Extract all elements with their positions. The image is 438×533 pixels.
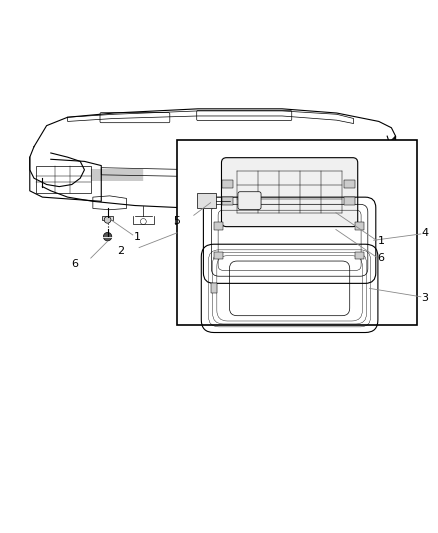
Bar xyxy=(223,197,233,205)
Bar xyxy=(214,222,223,230)
Bar xyxy=(36,166,91,193)
Text: 3: 3 xyxy=(422,293,429,303)
Circle shape xyxy=(104,216,111,223)
Bar xyxy=(197,193,215,208)
Text: 2: 2 xyxy=(117,246,124,255)
Text: 1: 1 xyxy=(134,232,141,242)
Text: 4: 4 xyxy=(422,228,429,238)
FancyBboxPatch shape xyxy=(222,158,358,227)
Bar xyxy=(377,167,387,172)
Bar xyxy=(177,140,417,325)
Bar xyxy=(326,208,337,213)
Circle shape xyxy=(328,209,335,216)
Bar xyxy=(355,252,364,259)
Text: 1: 1 xyxy=(378,236,385,246)
Text: 6: 6 xyxy=(71,260,78,269)
Bar xyxy=(377,159,387,164)
Bar xyxy=(377,176,387,181)
Bar xyxy=(344,197,355,205)
Circle shape xyxy=(103,232,112,241)
Text: 6: 6 xyxy=(378,253,385,263)
Bar xyxy=(344,180,355,188)
Text: 5: 5 xyxy=(173,216,180,226)
Circle shape xyxy=(328,225,336,233)
Bar xyxy=(102,216,113,220)
Bar xyxy=(211,284,217,293)
FancyBboxPatch shape xyxy=(238,192,261,209)
Bar xyxy=(355,222,364,230)
Bar xyxy=(223,180,233,188)
Bar xyxy=(214,252,223,259)
